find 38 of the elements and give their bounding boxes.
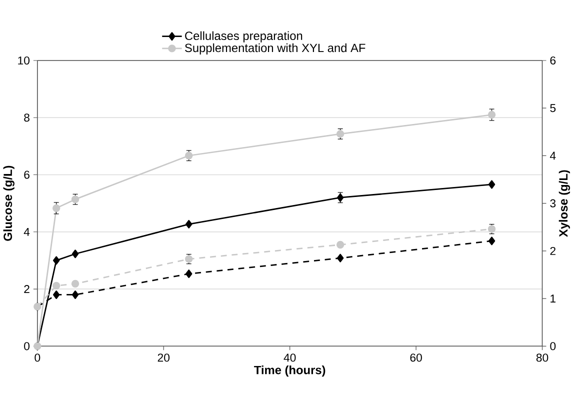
point — [72, 250, 79, 258]
y2-tick-label: 4 — [550, 152, 556, 160]
y-tick-label: 4 — [24, 228, 30, 236]
point — [71, 280, 80, 288]
y2-tick-label: 2 — [550, 247, 556, 256]
point — [52, 256, 60, 265]
point — [52, 204, 60, 212]
y-tick-label: 8 — [24, 114, 30, 122]
y2-tick-label: 6 — [550, 56, 556, 65]
x-tick-label: 20 — [158, 354, 170, 362]
point — [52, 282, 60, 290]
point — [186, 220, 192, 229]
x-tick-label: 40 — [284, 354, 296, 362]
y2-tick-label: 1 — [550, 294, 556, 303]
y-tick-label: 2 — [24, 285, 30, 294]
y2-tick-label: 3 — [550, 199, 556, 208]
y2-tick-label: 5 — [550, 104, 556, 112]
point — [52, 290, 60, 300]
point — [336, 130, 344, 138]
y2-axis-title: Xylose (g/L) — [558, 170, 570, 238]
point — [72, 290, 79, 300]
point — [336, 241, 344, 249]
point — [336, 254, 344, 262]
point — [488, 236, 496, 246]
y-tick-label: 10 — [18, 56, 30, 65]
y-tick-label: 0 — [24, 342, 30, 350]
x-tick-label: 80 — [536, 354, 548, 362]
point — [488, 111, 496, 119]
legend-label: Cellulases preparation — [185, 31, 302, 43]
x-tick-label: 0 — [34, 354, 40, 362]
point — [488, 180, 496, 189]
point — [186, 270, 192, 278]
x-axis-title: Time (hours) — [254, 366, 326, 377]
legend-label: Supplementation with XYL and AF — [185, 44, 366, 55]
x-tick-label: 60 — [410, 354, 422, 362]
y2-tick-label: 0 — [550, 342, 556, 350]
y-axis-title: Glucose (g/L) — [3, 166, 14, 242]
y-tick-label: 6 — [24, 170, 30, 179]
